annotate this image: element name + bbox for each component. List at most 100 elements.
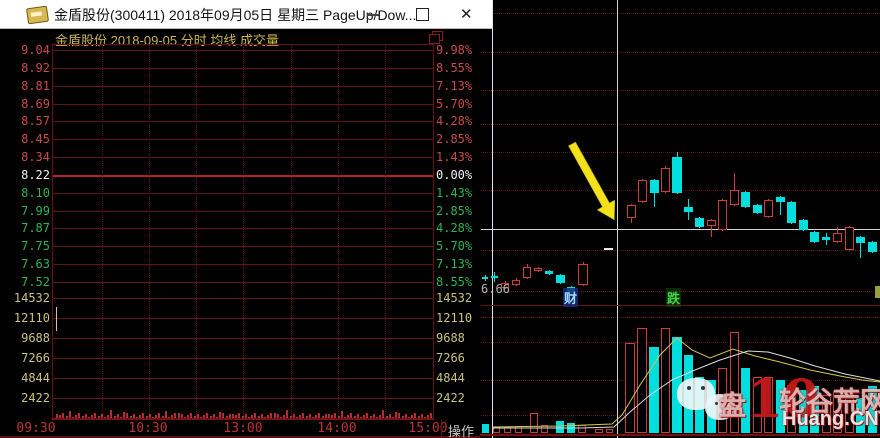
candle-body	[556, 275, 565, 283]
current-candle-dash	[604, 248, 613, 250]
volume-bar	[649, 347, 659, 433]
volume-label: 14532	[436, 291, 473, 305]
candle-body	[491, 276, 498, 278]
volume-tick	[181, 414, 183, 418]
volume-bar	[637, 328, 647, 433]
volume-tick	[402, 416, 404, 418]
volume-tick	[210, 416, 212, 418]
volume-tick	[322, 416, 324, 418]
volume-tick	[222, 413, 224, 418]
volume-tick	[152, 417, 154, 418]
volume-bar	[661, 328, 670, 433]
volume-tick	[328, 414, 330, 418]
time-gridline	[149, 44, 150, 418]
window-titlebar[interactable]: 金盾股份(300411) 2018年09月05日 星期三 PageUp/Dow.…	[0, 0, 492, 29]
volume-tick	[331, 415, 333, 418]
volume-tick	[165, 411, 167, 418]
daily-chart-panel[interactable]: 6.66 财 跌 盘 10 轮谷荒网 Huang.CN	[480, 0, 880, 438]
close-button[interactable]: ✕	[460, 6, 473, 23]
pre-close-label: 6.66	[481, 282, 510, 296]
volume-tick	[162, 416, 164, 418]
candle-wick	[780, 196, 781, 215]
volume-tick	[146, 416, 148, 418]
volume-tick	[312, 417, 314, 418]
volume-tick	[248, 417, 250, 418]
volume-label: 4844	[21, 371, 50, 385]
percent-label: 5.70%	[436, 97, 473, 111]
volume-tick	[142, 413, 144, 418]
volume-bar	[556, 421, 564, 433]
volume-tick	[226, 416, 228, 418]
price-label: 8.22	[21, 168, 50, 182]
volume-tick	[379, 415, 381, 418]
volume-bar	[776, 380, 785, 433]
price-label: 8.10	[21, 186, 50, 200]
dotted-gridline	[481, 90, 880, 91]
volume-tick	[69, 411, 71, 418]
volume-tick	[427, 415, 429, 418]
candle-body	[799, 220, 808, 230]
volume-tick	[270, 413, 272, 418]
time-label: 09:30	[16, 421, 56, 436]
volume-tick	[258, 416, 260, 418]
price-label: 8.81	[21, 79, 50, 93]
volume-tick	[66, 416, 68, 418]
volume-tick	[389, 414, 391, 418]
watermark: 盘 10 轮谷荒网 Huang.CN	[675, 372, 880, 434]
candle-body	[672, 157, 682, 193]
percent-label: 1.43%	[436, 150, 473, 164]
volume-label: 2422	[436, 391, 465, 405]
candle-body	[822, 237, 830, 240]
down-arrow-icon	[568, 141, 616, 221]
volume-bar	[810, 386, 819, 433]
volume-tick	[414, 413, 416, 418]
dotted-gridline	[481, 124, 880, 125]
volume-bar	[541, 425, 548, 433]
percent-label: 8.55%	[436, 61, 473, 75]
percent-label: 4.28%	[436, 114, 473, 128]
candle-body	[718, 200, 727, 230]
volume-bar	[845, 398, 854, 433]
maximize-button[interactable]	[416, 8, 429, 21]
volume-bar	[625, 343, 635, 433]
volume-tick	[190, 413, 192, 418]
volume-tick	[104, 417, 106, 418]
volume-tick	[149, 414, 151, 418]
volume-bar	[606, 429, 613, 433]
price-label: 8.92	[21, 61, 50, 75]
volume-tick	[139, 415, 141, 418]
volume-tick	[200, 417, 202, 418]
volume-tick	[254, 413, 256, 418]
candle-body	[534, 268, 542, 271]
volume-tick	[418, 416, 420, 418]
candle-body	[638, 180, 647, 202]
volume-tick	[117, 414, 119, 418]
candle-body	[512, 280, 520, 285]
volume-tick	[366, 413, 368, 418]
candle-body	[845, 227, 854, 250]
crosshair-vline	[617, 0, 618, 438]
percent-label: 8.55%	[436, 275, 473, 289]
ma-white-line	[492, 350, 880, 429]
volume-tick	[296, 417, 298, 418]
tag-die: 跌	[666, 288, 682, 307]
candle-body	[810, 232, 819, 242]
volume-tick	[386, 416, 388, 418]
volume-tick	[229, 414, 231, 418]
percent-label: 2.85%	[436, 132, 473, 146]
percent-label: 0.00%	[436, 168, 473, 182]
volume-tick	[174, 413, 176, 418]
intraday-window[interactable]: 金盾股份 2018-09-05 分时 均线 成交量 9.04 9.98% 8.92 8…	[0, 28, 480, 438]
volume-tick	[309, 414, 311, 418]
volume-tick	[136, 417, 138, 418]
price-label: 7.99	[21, 204, 50, 218]
candle-body	[741, 192, 750, 207]
volume-label: 12110	[13, 311, 50, 325]
candle-body	[776, 197, 785, 202]
action-label[interactable]: 操作	[448, 425, 475, 438]
volume-tick	[382, 410, 384, 418]
minimize-button[interactable]	[367, 14, 379, 16]
volume-bar	[856, 398, 865, 433]
volume-tick	[85, 414, 87, 418]
volume-tick	[107, 415, 109, 418]
